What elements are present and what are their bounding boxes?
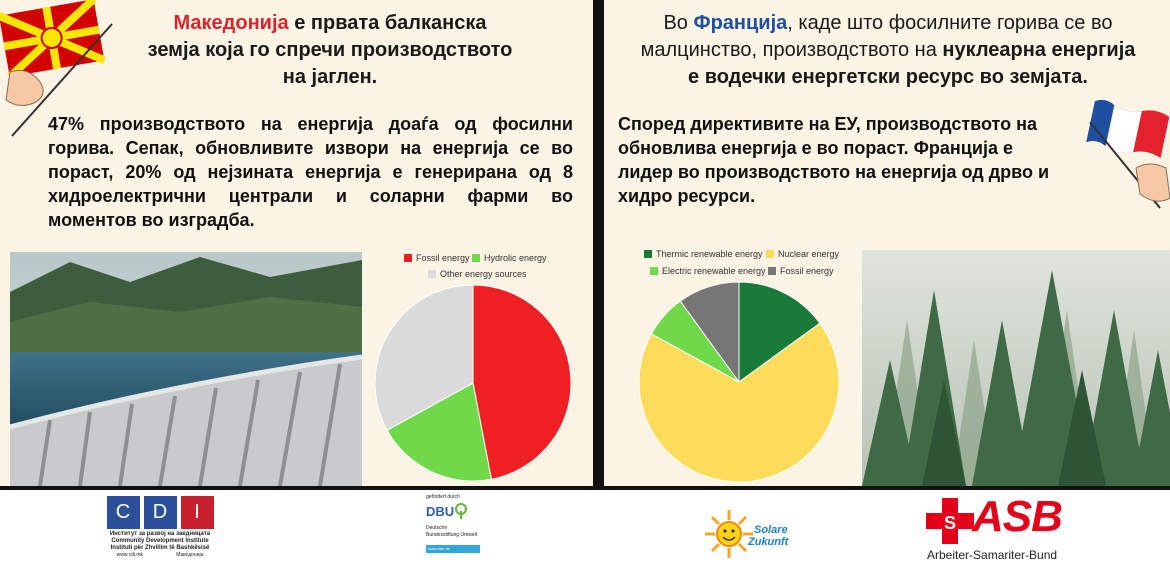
footer-divider: [0, 486, 1170, 490]
legend-item-fossil: Fossil energy: [404, 253, 470, 263]
dbu-mark: DBU: [426, 503, 480, 519]
right-body-text: Според директивите на ЕУ, производството…: [618, 114, 1050, 206]
legend-item-other: Other energy sources: [428, 269, 527, 279]
right-title: Во Франција, каде што фосилните горива с…: [608, 10, 1168, 91]
svg-text:S: S: [944, 513, 956, 533]
forest-photo: [862, 250, 1170, 486]
pie-slice-other-energy-sources: [374, 284, 474, 431]
legend-label: Other energy sources: [440, 269, 527, 279]
left-chart-legend: Fossil energy Hydrolic energy Other ener…: [400, 250, 570, 280]
legend-label: Thermic renewable energy: [656, 249, 763, 259]
legend-item-fossil: Fossil energy: [768, 266, 834, 276]
legend-item-nuclear: Nuclear energy: [766, 249, 839, 259]
pie-slice-fossil-energy: [679, 281, 740, 384]
asb-name: ASB: [972, 492, 1063, 541]
legend-item-electric: Electric renewable energy: [650, 266, 766, 276]
macedonia-flag-illustration: [0, 0, 113, 137]
legend-item-thermic: Thermic renewable energy: [644, 249, 763, 259]
left-panel-macedonia: Македонија е првата балканска земја која…: [0, 0, 593, 486]
title-line2: земја која го спречи производството: [147, 39, 513, 61]
legend-label: Fossil energy: [416, 253, 470, 263]
legend-swatch: [404, 254, 412, 262]
title-line3: е водечки енергетски ресурс во земјата.: [688, 66, 1088, 88]
left-pie-chart: [374, 284, 572, 482]
title-line2-pre: малцинство, производството на: [640, 39, 943, 61]
asb-sub: Arbeiter-Samariter-Bund: [927, 548, 1058, 562]
center-divider: [593, 0, 604, 486]
cdi-website: www.cdi.mk: [116, 552, 144, 558]
legend-swatch: [768, 267, 776, 275]
asb-cross-icon: S: [926, 498, 974, 544]
dbu-url-bar: www.dbu.de: [426, 545, 480, 553]
cdi-line1: Институт за развој на заедницата: [109, 531, 211, 537]
dbu-top: gefördert durch: [426, 494, 460, 500]
cdi-country: Македонија: [176, 552, 204, 558]
legend-label: Fossil energy: [780, 266, 834, 276]
cdi-letter: D: [143, 496, 177, 529]
dbu-name: DBU: [426, 503, 455, 519]
dbu-sub2: Bundesstiftung Umwelt: [426, 532, 478, 538]
title-line2-bold: нуклеарна енергија: [942, 39, 1136, 61]
title-highlight-macedonia: Македонија: [173, 12, 289, 34]
legend-label: Nuclear energy: [778, 249, 840, 259]
dbu-url: www.dbu.de: [428, 546, 450, 551]
left-title: Македонија е првата балканска земја која…: [120, 10, 540, 91]
pie-slice-hydrolic-energy: [386, 382, 492, 482]
cdi-line2: Community Development Institute: [111, 538, 209, 544]
dbu-logo: gefördert durch DBU Deutsche Bundesstift…: [426, 494, 480, 553]
left-body-text: 47% производството на енергија доаѓа од …: [48, 114, 573, 230]
legend-label: Hydrolic energy: [484, 253, 547, 263]
legend-swatch: [766, 250, 774, 258]
title-highlight-france: Франција: [693, 12, 788, 34]
right-panel-france: Во Франција, каде што фосилните горива с…: [604, 0, 1170, 486]
pie-slice-fossil-energy: [472, 284, 572, 480]
sun-icon: [705, 510, 753, 558]
solare-line2: Zukunft: [748, 536, 789, 548]
solare-line1: Solare: [754, 524, 788, 536]
cdi-letter: I: [180, 496, 214, 529]
dbu-leaf-icon: [455, 503, 468, 519]
dam-photo: [10, 252, 362, 486]
title-line1-rest: , каде што фосилните горива се во: [787, 12, 1113, 34]
pie-slice-thermic-renewable: [738, 281, 821, 383]
legend-swatch: [650, 267, 658, 275]
legend-item-hydrolic: Hydrolic energy: [472, 253, 547, 263]
france-flag-illustration: [1086, 99, 1170, 209]
title-line1-rest: е првата балканска: [288, 12, 487, 34]
legend-label: Electric renewable energy: [662, 266, 766, 276]
cdi-line4: www.cdi.mk Македонија: [100, 552, 220, 559]
cdi-letter: C: [106, 496, 140, 529]
asb-logo: S ASB Arbeiter-Samariter-Bund: [926, 492, 1096, 566]
solare-zukunft-logo: Solare Zukunft: [702, 498, 812, 562]
right-pie-chart: [638, 281, 840, 483]
legend-swatch: [428, 270, 436, 278]
title-line3: на јаглен.: [282, 66, 378, 88]
legend-swatch: [644, 250, 652, 258]
cdi-line3: Instituti për Zhvillim të Bashkësisë: [110, 545, 210, 551]
pie-slice-nuclear-energy: [638, 322, 840, 483]
title-line1-pre: Во: [663, 12, 694, 34]
right-chart-legend: Thermic renewable energy Nuclear energy …: [640, 246, 880, 280]
legend-swatch: [472, 254, 480, 262]
dbu-sub1: Deutsche: [426, 525, 448, 531]
